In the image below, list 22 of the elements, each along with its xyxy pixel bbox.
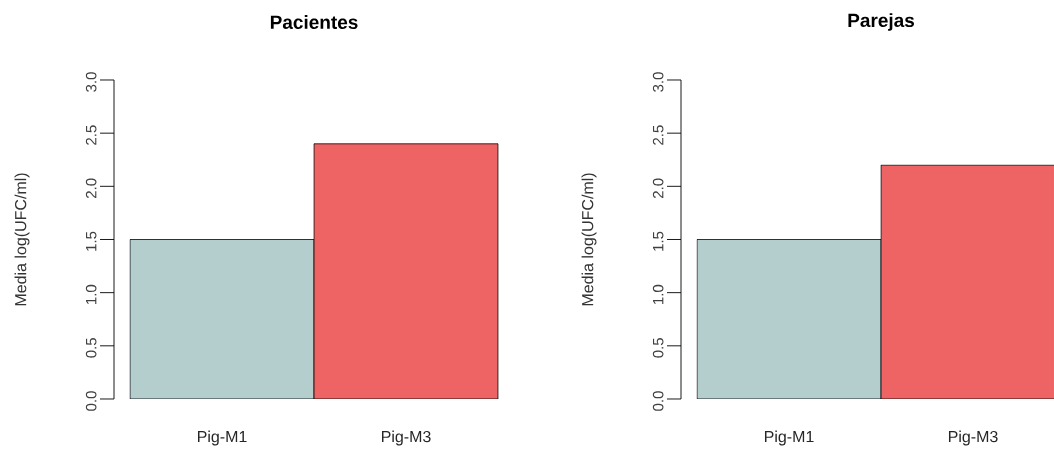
y-tick-label: 3.0	[85, 72, 97, 92]
y-tick-label: 2.5	[85, 125, 97, 145]
chart-title: Parejas	[848, 13, 915, 31]
x-tick-label: Pig-M1	[197, 430, 247, 446]
y-tick-label: 1.0	[652, 284, 664, 304]
y-tick-label: 2.0	[652, 178, 664, 198]
y-tick-label: 1.5	[86, 231, 97, 251]
y-tick-label: 1.5	[653, 231, 664, 251]
y-tick-label: 2.0	[85, 178, 97, 198]
y-tick-label: 0.0	[85, 391, 97, 411]
y-tick-label: 0.5	[85, 338, 97, 358]
chart-title: Pacientes	[270, 15, 358, 29]
y-tick-label: 0.0	[652, 391, 664, 411]
y-tick-label: 2.5	[652, 125, 664, 145]
y-axis-title: Media log(UFC/ml)	[581, 173, 597, 306]
y-axis-title: Media log(UFC/ml)	[14, 173, 30, 306]
y-tick-label: 0.5	[652, 338, 664, 358]
y-tick-label: 1.0	[85, 284, 97, 304]
y-tick-label: 3.0	[652, 72, 664, 92]
x-tick-label: Pig-M1	[764, 430, 814, 446]
x-tick-label: Pig-M3	[948, 430, 998, 446]
x-tick-label: Pig-M3	[381, 430, 431, 446]
